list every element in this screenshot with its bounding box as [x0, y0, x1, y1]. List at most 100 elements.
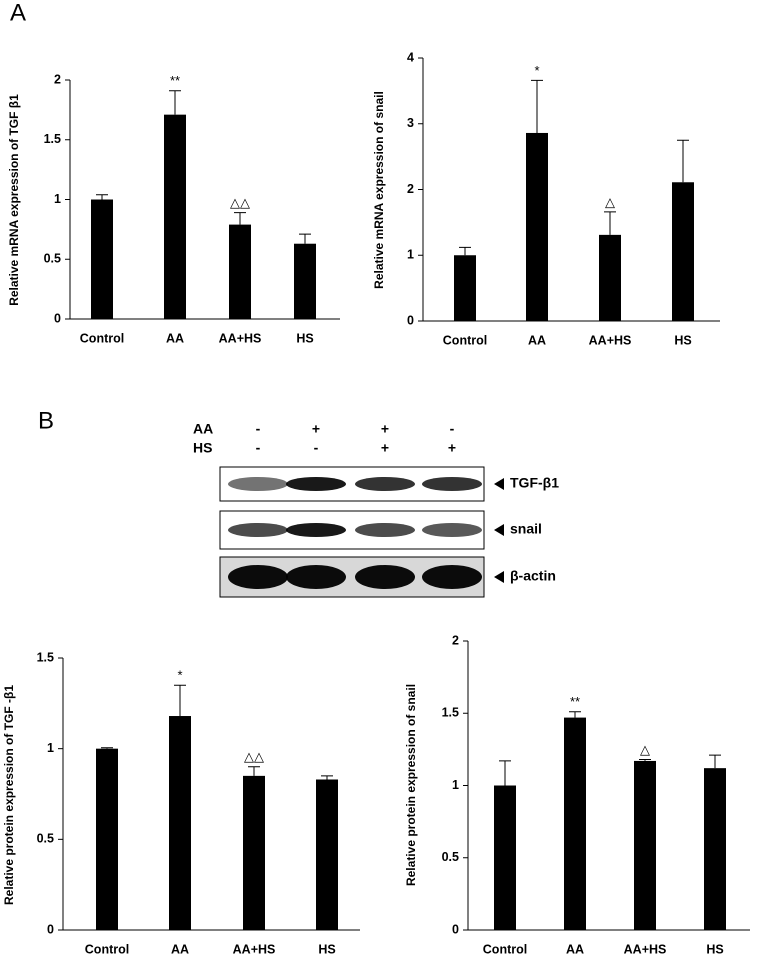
error-bar [299, 233, 311, 244]
blot-band [286, 523, 346, 537]
blot-sign: - [256, 440, 261, 456]
bar [704, 768, 726, 930]
panel-label: B [38, 407, 54, 434]
significance-mark: △ [640, 742, 650, 757]
y-tick-label: 4 [407, 50, 414, 64]
blot-sign: - [256, 421, 261, 437]
x-tick-label: Control [85, 942, 129, 956]
x-tick-label: HS [296, 331, 313, 345]
bar [164, 114, 186, 319]
x-tick-label: Control [443, 333, 487, 347]
band-label: TGF-β1 [510, 475, 559, 491]
blot-band [355, 523, 415, 537]
y-tick-label: 2 [407, 182, 414, 196]
blot-sign: - [314, 440, 319, 456]
bar [494, 785, 516, 930]
blot-sign: + [381, 421, 389, 437]
y-tick-label: 1.5 [442, 706, 459, 720]
x-tick-label: Control [483, 942, 527, 956]
y-tick-label: 1.5 [44, 132, 61, 146]
blot-sign: + [448, 440, 456, 456]
y-tick-label: 2 [54, 72, 61, 86]
x-tick-label: Control [80, 331, 124, 345]
y-tick-label: 0.5 [37, 832, 54, 846]
error-bar [96, 194, 108, 200]
band-label: snail [510, 521, 542, 537]
x-tick-label: HS [706, 942, 723, 956]
y-tick-label: 1 [54, 192, 61, 206]
significance-mark: ** [170, 73, 180, 88]
x-tick-label: AA [171, 942, 189, 956]
blot-band [422, 477, 482, 491]
blot-band [286, 477, 346, 491]
y-axis-label: Relative mRNA expression of snail [372, 91, 386, 289]
error-bar [639, 758, 651, 761]
x-tick-label: AA [566, 942, 584, 956]
band-arrow [494, 524, 504, 536]
x-tick-label: HS [318, 942, 335, 956]
blot-row-label: HS [193, 440, 212, 456]
significance-mark: * [177, 668, 182, 683]
y-tick-label: 3 [407, 116, 414, 130]
bar [229, 224, 251, 319]
bar [316, 779, 338, 930]
blot-sign: - [450, 421, 455, 437]
error-bar [569, 711, 581, 718]
error-bar [531, 79, 543, 133]
bar [169, 716, 191, 930]
y-tick-label: 1.5 [37, 650, 54, 664]
y-tick-label: 0 [452, 922, 459, 936]
bar [672, 182, 694, 321]
blot-band [355, 477, 415, 491]
error-bar [174, 684, 186, 717]
blot-row-label: AA [193, 421, 213, 437]
bar [96, 748, 118, 930]
panel-label: A [10, 0, 26, 26]
significance-mark: △△ [244, 749, 264, 764]
blot-band [355, 565, 415, 589]
error-bar [499, 760, 511, 786]
error-bar [459, 246, 471, 256]
y-tick-label: 1 [452, 778, 459, 792]
error-bar [234, 212, 246, 225]
error-bar [169, 90, 181, 115]
bar [526, 132, 548, 321]
blot-band [228, 477, 288, 491]
x-tick-label: AA+HS [219, 331, 262, 345]
x-tick-label: AA+HS [624, 942, 667, 956]
significance-mark: △ [605, 194, 615, 209]
error-bar [709, 754, 721, 769]
significance-mark: * [534, 63, 539, 78]
band-label: β-actin [510, 568, 556, 584]
bar [454, 255, 476, 321]
y-tick-label: 0 [54, 311, 61, 325]
y-axis-label: Relative protein expression of snail [404, 684, 418, 886]
blot-sign: + [312, 421, 320, 437]
band-arrow [494, 571, 504, 583]
y-tick-label: 0.5 [44, 252, 61, 266]
blot-band [228, 565, 288, 589]
blot-band [422, 565, 482, 589]
x-tick-label: AA [166, 331, 184, 345]
y-axis-label: Relative mRNA expression of TGF β1 [7, 94, 21, 306]
y-tick-label: 0 [407, 313, 414, 327]
band-arrow [494, 478, 504, 490]
blot-sign: + [381, 440, 389, 456]
x-tick-label: AA+HS [233, 942, 276, 956]
x-tick-label: AA [528, 333, 546, 347]
y-tick-label: 1 [407, 248, 414, 262]
blot-band [286, 565, 346, 589]
bar [564, 717, 586, 930]
x-tick-label: HS [674, 333, 691, 347]
significance-mark: ** [570, 694, 580, 709]
error-bar [321, 775, 333, 780]
bar [243, 775, 265, 930]
bar [599, 234, 621, 321]
bar [294, 243, 316, 319]
y-tick-label: 0.5 [442, 850, 459, 864]
x-tick-label: AA+HS [589, 333, 632, 347]
y-axis-label: Relative protein expression of TGF -β1 [2, 685, 16, 905]
error-bar [101, 747, 113, 749]
blot-band [422, 523, 482, 537]
